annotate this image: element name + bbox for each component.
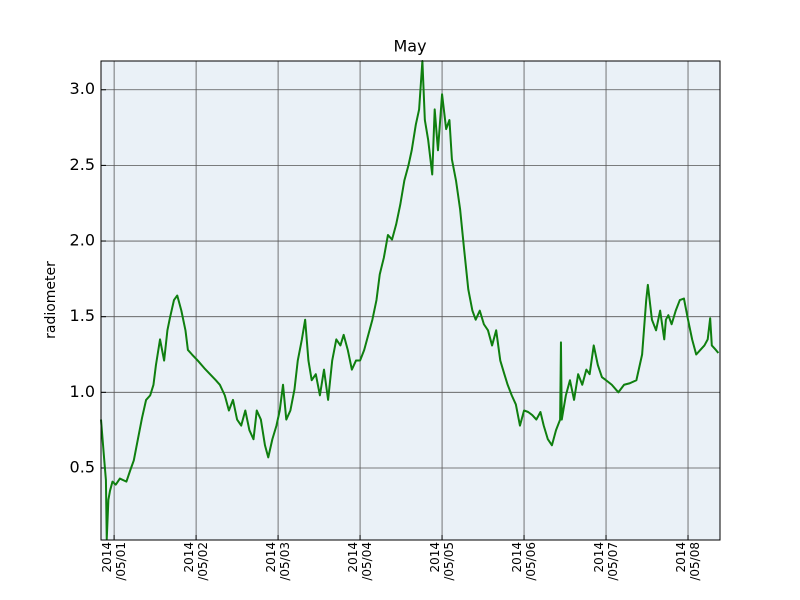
plot-area [101, 61, 720, 540]
y-tick-label: 1.0 [70, 382, 95, 401]
x-tick-label: 2014 /05/01 [100, 542, 129, 581]
plot-frame [100, 60, 721, 541]
x-tick-label: 2014 /05/02 [182, 542, 211, 581]
y-tick-label: 2.5 [70, 155, 95, 174]
y-axis-label: radiometer [43, 261, 59, 339]
y-tick-label: 0.5 [70, 457, 95, 476]
x-tick-label: 2014 /05/07 [592, 542, 621, 581]
x-tick-label: 2014 /05/04 [346, 542, 375, 581]
y-tick-label: 2.0 [70, 231, 95, 250]
y-tick-label: 3.0 [70, 79, 95, 98]
x-tick-label: 2014 /05/06 [510, 542, 539, 581]
x-tick-label: 2014 /05/05 [428, 542, 457, 581]
y-tick-label: 1.5 [70, 306, 95, 325]
chart-title: May [393, 37, 426, 56]
data-line [100, 60, 720, 541]
x-tick-label: 2014 /05/08 [674, 542, 703, 581]
x-tick-label: 2014 /05/03 [264, 542, 293, 581]
